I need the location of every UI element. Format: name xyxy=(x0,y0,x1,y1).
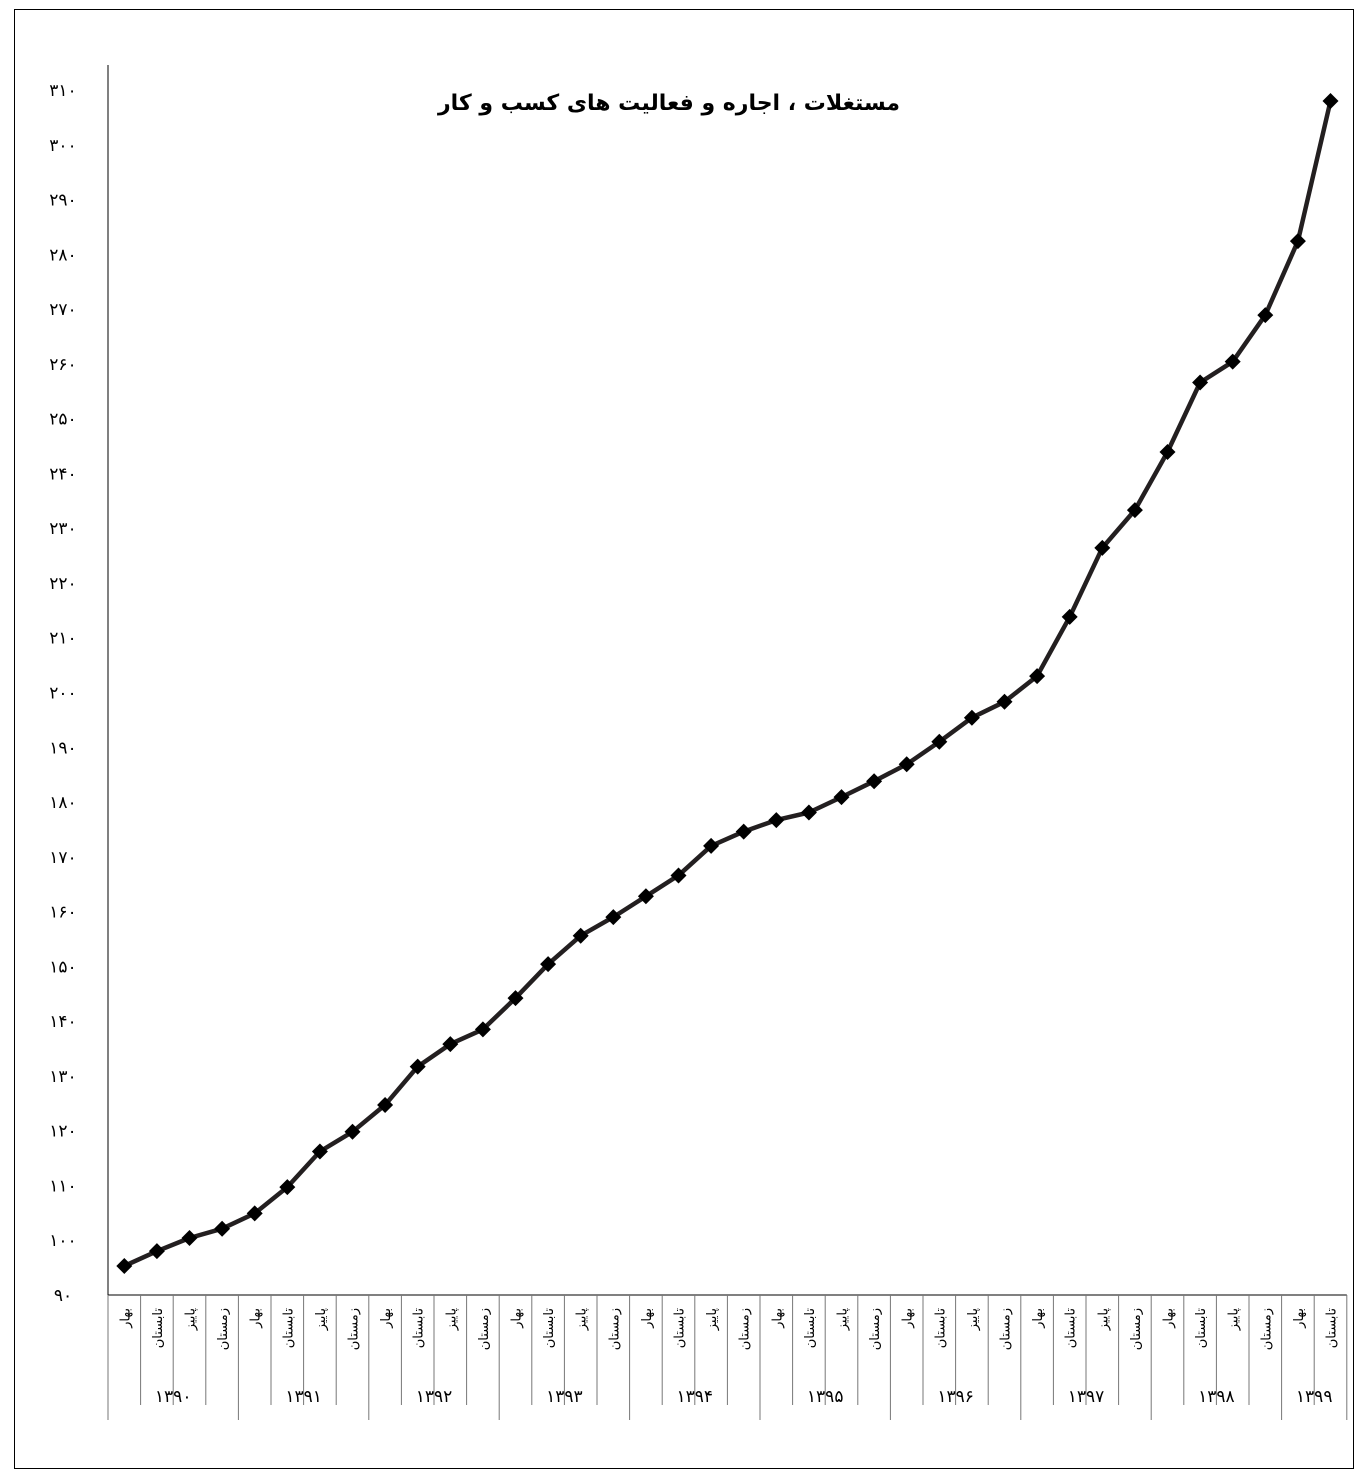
season-label: زمستان xyxy=(607,1308,622,1350)
data-point xyxy=(1290,233,1306,249)
data-point xyxy=(801,804,817,820)
season-label: تابستان xyxy=(412,1308,427,1349)
season-label: پاییز xyxy=(1096,1308,1111,1332)
chart-title: مستغلات ، اجاره و فعالیت های کسب و کار xyxy=(437,91,900,116)
y-tick-label: ۲۷۰ xyxy=(49,300,76,320)
y-tick-label: ۲۰۰ xyxy=(49,684,76,704)
y-tick-label: ۱۴۰ xyxy=(49,1012,76,1032)
y-tick-label: ۳۱۰ xyxy=(49,81,76,101)
y-tick-label: ۲۵۰ xyxy=(49,410,76,430)
season-label: تابستان xyxy=(1325,1308,1340,1349)
season-label: زمستان xyxy=(1259,1308,1274,1350)
y-tick-label: ۱۰۰ xyxy=(49,1231,76,1251)
data-point xyxy=(768,812,784,828)
y-tick-label: ۲۳۰ xyxy=(49,519,76,539)
year-label: ۱۳۹۴ xyxy=(677,1387,714,1407)
season-label: پاییز xyxy=(836,1308,851,1332)
year-label: ۱۳۹۲ xyxy=(416,1387,453,1407)
season-label: پاییز xyxy=(575,1308,590,1332)
season-label: تابستان xyxy=(151,1308,166,1349)
y-tick-label: ۲۶۰ xyxy=(49,355,76,375)
y-tick-label: ۱۲۰ xyxy=(49,1122,76,1142)
season-label: تابستان xyxy=(933,1308,948,1349)
season-label: بهار xyxy=(640,1308,655,1329)
season-label: پاییز xyxy=(966,1308,981,1332)
series-layer xyxy=(116,93,1338,1274)
y-tick-label: ۱۶۰ xyxy=(49,903,76,923)
y-tick-label: ۱۱۰ xyxy=(49,1176,76,1196)
year-label: ۱۳۹۹ xyxy=(1296,1387,1333,1407)
season-label: پاییز xyxy=(1227,1308,1242,1332)
season-label: پاییز xyxy=(705,1308,720,1332)
season-label: زمستان xyxy=(738,1308,753,1350)
y-axis: ۹۰ ۱۰۰ ۱۱۰ ۱۲۰ ۱۳۰ ۱۴۰ ۱۵۰ ۱۶۰ ۱۷۰ ۱۸۰ ۱۹۰ ۲۰۰ ۲۱۰ ۲۲… xyxy=(49,65,108,1306)
data-point xyxy=(866,773,882,789)
season-label: تابستان xyxy=(803,1308,818,1349)
season-label: بهار xyxy=(1162,1308,1177,1329)
y-tick-label: ۱۵۰ xyxy=(49,957,76,977)
season-label: بهار xyxy=(249,1308,264,1329)
y-tick-label: ۲۴۰ xyxy=(49,464,76,484)
year-label: ۱۳۹۳ xyxy=(546,1387,583,1407)
season-label: بهار xyxy=(1292,1308,1307,1329)
season-label: زمستان xyxy=(999,1308,1014,1350)
season-label: زمستان xyxy=(868,1308,883,1350)
season-label: پاییز xyxy=(444,1308,459,1332)
x-axis: بهار تابستان پاییز زمستان ۱۳۹۰ بهار تابستان پای… xyxy=(108,1295,1347,1420)
data-point xyxy=(182,1230,198,1246)
season-label: تابستان xyxy=(1194,1308,1209,1349)
y-tick-label: ۱۳۰ xyxy=(49,1067,76,1087)
data-point xyxy=(214,1221,230,1237)
season-label: زمستان xyxy=(216,1308,231,1350)
year-label: ۱۳۹۰ xyxy=(155,1387,192,1407)
season-label: زمستان xyxy=(477,1308,492,1350)
y-tick-label: ۲۱۰ xyxy=(49,629,76,649)
series-line xyxy=(124,101,1330,1266)
year-label: ۱۳۹۸ xyxy=(1198,1387,1235,1407)
season-label: تابستان xyxy=(542,1308,557,1349)
season-label: بهار xyxy=(510,1308,525,1329)
year-label: ۱۳۹۷ xyxy=(1068,1387,1105,1407)
y-tick-label: ۹۰ xyxy=(54,1286,72,1306)
data-point xyxy=(149,1243,165,1259)
y-tick-label: ۲۸۰ xyxy=(49,245,76,265)
line-chart: مستغلات ، اجاره و فعالیت های کسب و کار ۹… xyxy=(15,10,1355,1470)
season-label: بهار xyxy=(118,1308,133,1329)
season-label: بهار xyxy=(770,1308,785,1329)
data-point xyxy=(736,824,752,840)
y-tick-label: ۱۸۰ xyxy=(49,793,76,813)
season-label: بهار xyxy=(379,1308,394,1329)
season-label: بهار xyxy=(1031,1308,1046,1329)
season-label: تابستان xyxy=(281,1308,296,1349)
data-point xyxy=(116,1258,132,1274)
year-label: ۱۳۹۵ xyxy=(807,1387,844,1407)
season-label: تابستان xyxy=(1064,1308,1079,1349)
year-label: ۱۳۹۶ xyxy=(937,1387,974,1407)
y-tick-label: ۲۲۰ xyxy=(49,574,76,594)
season-label: پاییز xyxy=(184,1308,199,1332)
data-point xyxy=(834,789,850,805)
season-label: پاییز xyxy=(314,1308,329,1332)
data-point xyxy=(1323,93,1339,109)
year-label: ۱۳۹۱ xyxy=(285,1387,322,1407)
season-label: بهار xyxy=(901,1308,916,1329)
season-label: زمستان xyxy=(347,1308,362,1350)
y-tick-label: ۲۹۰ xyxy=(49,191,76,211)
y-tick-label: ۱۹۰ xyxy=(49,738,76,758)
chart-frame: مستغلات ، اجاره و فعالیت های کسب و کار ۹… xyxy=(14,9,1354,1469)
season-label: زمستان xyxy=(1129,1308,1144,1350)
season-label: تابستان xyxy=(673,1308,688,1349)
y-tick-label: ۱۷۰ xyxy=(49,848,76,868)
y-tick-label: ۳۰۰ xyxy=(49,136,76,156)
